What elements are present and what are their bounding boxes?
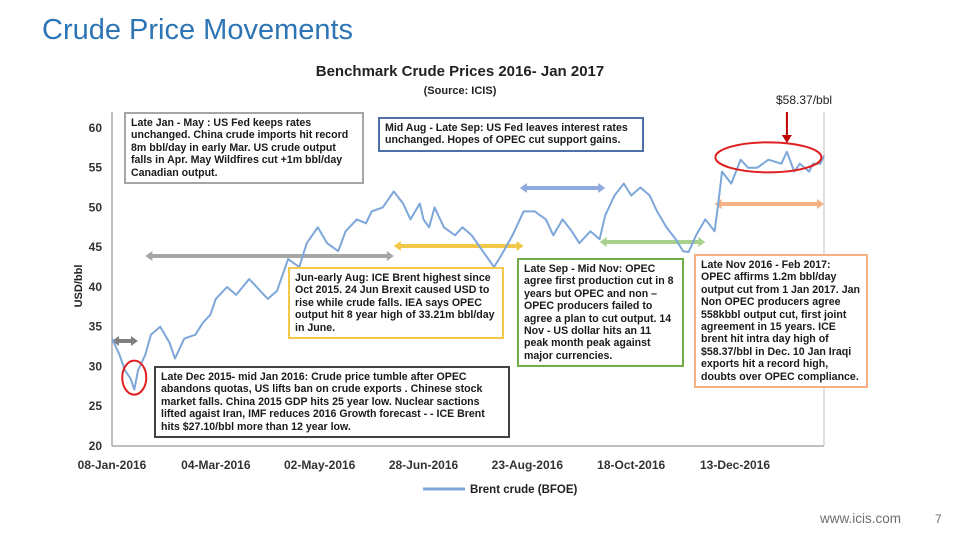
annotation-late-sep-mid-nov: Late Sep - Mid Nov: OPEC agree first pro… <box>517 258 684 368</box>
y-axis-label: USD/bbl <box>73 265 85 308</box>
footer-url[interactable]: www.icis.com <box>820 511 902 526</box>
y-tick-label: 35 <box>89 320 103 334</box>
period-arrows <box>112 183 824 346</box>
period-arrow-head-right <box>598 183 606 193</box>
annotation-late-jan-may: Late Jan - May : US Fed keeps rates unch… <box>124 112 364 185</box>
x-tick-label: 08-Jan-2016 <box>78 458 147 472</box>
period-arrow-head-right <box>516 241 524 251</box>
x-tick-label: 04-Mar-2016 <box>181 458 251 472</box>
x-tick-label: 13-Dec-2016 <box>700 458 770 472</box>
peak-price-callout: $58.37/bbl <box>776 93 832 107</box>
series-lines <box>111 150 825 391</box>
low-price-circle <box>121 359 148 396</box>
annotation-jun-early-aug: Jun-early Aug: ICE Brent highest since O… <box>288 267 504 340</box>
peak-price-arrow-head <box>781 135 792 144</box>
x-tick-label: 02-May-2016 <box>284 458 356 472</box>
y-tick-label: 50 <box>89 200 103 214</box>
x-tick-labels: 08-Jan-2016 04-Mar-2016 02-May-2016 28-Jun-… <box>78 458 771 472</box>
y-tick-labels: 20 25 30 35 40 45 50 55 60 <box>89 121 103 453</box>
period-arrow-head-right <box>386 251 394 261</box>
period-arrow-head-left <box>145 251 153 261</box>
period-arrow-head-right <box>698 237 706 247</box>
period-arrow-head-left <box>599 237 607 247</box>
period-arrow-head-left <box>393 241 401 251</box>
annotation-late-dec-mid-jan: Late Dec 2015- mid Jan 2016: Crude price… <box>154 366 510 439</box>
y-tick-label: 30 <box>89 359 103 373</box>
chart-subtitle: (Source: ICIS) <box>424 85 497 97</box>
highlights <box>121 112 823 396</box>
annotation-late-nov-feb: Late Nov 2016 - Feb 2017: OPEC affirms 1… <box>694 254 868 389</box>
y-tick-label: 45 <box>89 240 103 254</box>
annotation-mid-aug-late-sep: Mid Aug - Late Sep: US Fed leaves intere… <box>378 117 644 152</box>
y-tick-label: 40 <box>89 280 103 294</box>
x-tick-label: 23-Aug-2016 <box>492 458 564 472</box>
x-tick-label: 28-Jun-2016 <box>389 458 459 472</box>
series-line-brent-crude <box>111 150 825 391</box>
high-price-circle <box>714 141 823 174</box>
x-tick-label: 18-Oct-2016 <box>597 458 665 472</box>
y-tick-label: 60 <box>89 121 103 135</box>
period-arrow-head-left <box>112 336 119 346</box>
slide-title: Crude Price Movements <box>42 14 354 46</box>
period-arrow-head-right <box>817 199 824 209</box>
y-tick-label: 20 <box>89 439 103 453</box>
chart-legend: Brent crude (BFOE) <box>423 484 578 496</box>
legend-label: Brent crude (BFOE) <box>470 484 578 496</box>
chart-title: Benchmark Crude Prices 2016- Jan 2017 <box>316 63 605 80</box>
period-arrow-head-right <box>130 336 138 346</box>
period-arrow-head-left <box>519 183 527 193</box>
page-number: 7 <box>935 512 942 526</box>
y-tick-label: 55 <box>89 161 103 175</box>
y-tick-label: 25 <box>89 399 103 413</box>
